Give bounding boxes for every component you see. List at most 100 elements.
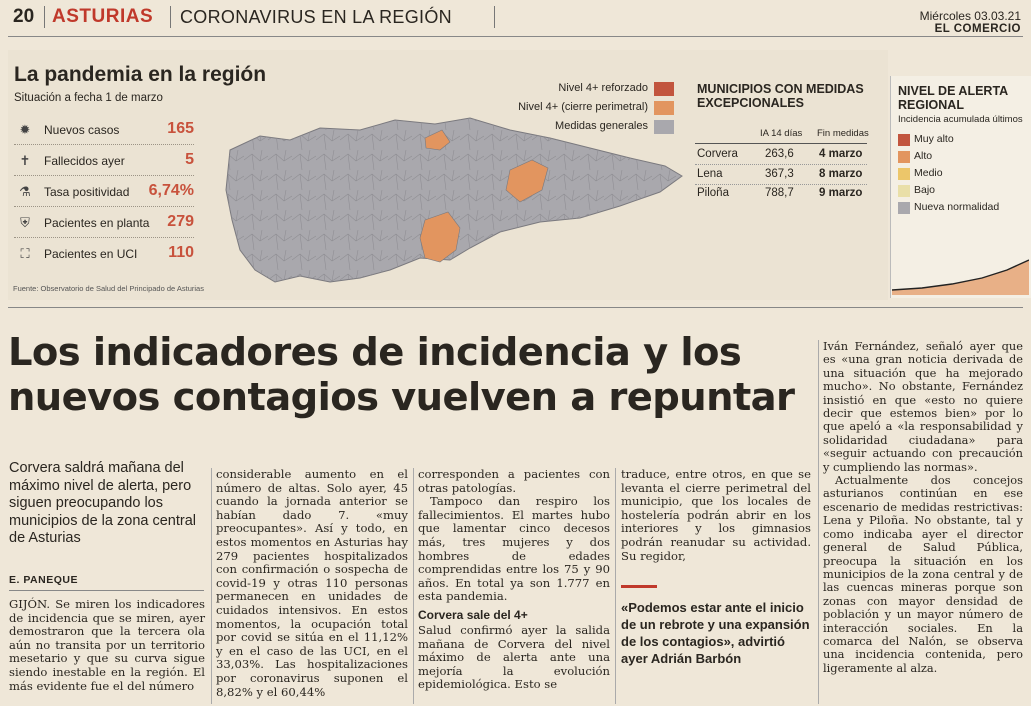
alert-swatch <box>898 168 910 180</box>
cell-ia: 788,7 <box>765 187 794 199</box>
section-name: ASTURIAS <box>52 6 154 27</box>
article-column-2: considerable aumento en el número de alt… <box>216 467 408 699</box>
test-tube-icon: ⚗ <box>19 184 31 199</box>
stat-ward-patients: ⛨ Pacientes en planta 279 <box>14 209 194 238</box>
table-header-ia: IA 14 días <box>760 128 803 139</box>
legend-label: Nivel 4+ reforzado <box>558 82 648 94</box>
cell-end: 8 marzo <box>819 168 863 180</box>
column-divider <box>615 468 616 704</box>
paragraph: GIJÓN. Se miren los indicadores de incid… <box>9 597 205 693</box>
newspaper-name: EL COMERCIO <box>934 23 1021 35</box>
cell-end: 4 marzo <box>819 148 863 160</box>
stat-value: 110 <box>168 244 194 261</box>
cell-name: Lena <box>697 168 723 180</box>
map-municipality-highlight <box>505 159 549 203</box>
cell-name: Piloña <box>697 187 729 199</box>
stat-deaths: ✝ Fallecidos ayer 5 <box>14 147 194 176</box>
asturias-map <box>225 117 683 283</box>
alert-swatch <box>898 202 910 214</box>
stat-label: Tasa positividad <box>44 185 130 199</box>
legend-swatch-perimeter <box>654 101 674 115</box>
alert-swatch <box>898 134 910 146</box>
article-column-1: GIJÓN. Se miren los indicadores de incid… <box>9 597 205 693</box>
stat-label: Fallecidos ayer <box>44 154 125 168</box>
table-rule <box>695 143 867 144</box>
table-row: Piloña 788,7 9 marzo <box>695 184 867 203</box>
stat-label: Pacientes en planta <box>44 216 150 230</box>
divider <box>170 6 171 28</box>
alert-level: Muy alto <box>898 132 1028 148</box>
stat-value: 279 <box>167 213 194 230</box>
cell-end: 9 marzo <box>819 187 863 199</box>
table-header-end: Fin medidas <box>817 128 869 139</box>
alert-subtitle: Incidencia acumulada últimos <box>898 114 1023 125</box>
infographic-source: Fuente: Observatorio de Salud del Princi… <box>13 284 204 293</box>
section-topic: CORONAVIRUS EN LA REGIÓN <box>180 7 452 27</box>
paragraph: Iván Fernández, señaló ayer que es «una … <box>823 339 1023 474</box>
alert-level: Nueva normalidad <box>898 200 1028 216</box>
map-municipality-highlight <box>424 129 451 151</box>
alert-level-label: Alto <box>914 150 933 162</box>
page-number: 20 <box>13 6 35 27</box>
table-row: Corvera 263,6 4 marzo <box>695 145 867 165</box>
stat-icu-patients: ⛶ Pacientes en UCI 110 <box>14 240 194 268</box>
alert-level-label: Muy alto <box>914 133 954 145</box>
paragraph: corresponden a pacientes con otras patol… <box>418 467 610 495</box>
icu-bed-icon: ⛶ <box>20 246 30 261</box>
map-municipality-highlight <box>419 211 461 263</box>
stat-value: 165 <box>167 120 194 137</box>
stat-label: Nuevos casos <box>44 123 120 137</box>
paragraph: considerable aumento en el número de alt… <box>216 467 408 699</box>
alert-level: Alto <box>898 149 1028 165</box>
municipalities-title: MUNICIPIOS CON MEDIDAS EXCEPCIONALES <box>697 82 864 110</box>
column-divider <box>211 468 212 704</box>
infographic-subtitle: Situación a fecha 1 de marzo <box>14 92 163 104</box>
infographic-title: La pandemia en la región <box>14 63 267 86</box>
stat-label: Pacientes en UCI <box>44 247 138 261</box>
paragraph: traduce, entre otros, en que se levanta … <box>621 467 811 563</box>
alert-trend-curve <box>892 259 1029 295</box>
cell-ia: 263,6 <box>765 148 794 160</box>
paragraph: Tampoco dan respiro los fallecimientos. … <box>418 494 610 604</box>
divider <box>44 6 45 28</box>
stat-value: 6,74% <box>148 182 194 199</box>
article-column-4: traduce, entre otros, en que se levanta … <box>621 467 811 563</box>
infographic-bottom-rule <box>8 307 1023 308</box>
publication-date: Miércoles 03.03.21 <box>919 9 1021 23</box>
alert-title: NIVEL DE ALERTA REGIONAL <box>898 84 1008 112</box>
column-divider <box>818 340 819 704</box>
cell-ia: 367,3 <box>765 168 794 180</box>
byline-rule <box>9 590 204 591</box>
article-column-3: corresponden a pacientes con otras patol… <box>418 467 610 692</box>
alert-panel <box>890 76 1031 298</box>
alert-swatch <box>898 151 910 163</box>
divider <box>494 6 495 28</box>
alert-level: Medio <box>898 166 1028 182</box>
alert-swatch <box>898 185 910 197</box>
alert-level-label: Bajo <box>914 184 936 196</box>
hospital-bed-icon: ⛨ <box>20 215 30 230</box>
column-divider <box>413 468 414 704</box>
article-headline: Los indicadores de incidencia y los nuev… <box>8 330 795 420</box>
alert-level-label: Medio <box>914 167 943 179</box>
table-row: Lena 367,3 8 marzo <box>695 165 867 185</box>
legend-label: Nivel 4+ (cierre perimetral) <box>518 101 648 113</box>
alert-level: Bajo <box>898 183 1028 199</box>
article-subheading: Corvera sale del 4+ <box>418 607 528 622</box>
article-deck: Corvera saldrá mañana del máximo nivel d… <box>9 460 196 546</box>
stat-value: 5 <box>185 151 194 168</box>
author-byline: E. PANEQUE <box>9 574 78 586</box>
article-column-5: Iván Fernández, señaló ayer que es «una … <box>823 339 1023 675</box>
legend-label: Medidas generales <box>555 120 648 132</box>
paragraph: Actualmente dos concejos asturianos cont… <box>823 473 1023 675</box>
cross-icon: ✝ <box>19 153 31 168</box>
alert-level-label: Nueva normalidad <box>914 201 1000 213</box>
quote-accent-bar <box>621 585 657 588</box>
header-rule <box>8 36 1023 37</box>
virus-icon: ✹ <box>19 122 31 137</box>
stat-positivity: ⚗ Tasa positividad 6,74% <box>14 178 194 207</box>
cell-name: Corvera <box>697 148 738 160</box>
stat-new-cases: ✹ Nuevos casos 165 <box>14 116 194 145</box>
legend-swatch-general <box>654 120 674 134</box>
legend-swatch-reinforced <box>654 82 674 96</box>
